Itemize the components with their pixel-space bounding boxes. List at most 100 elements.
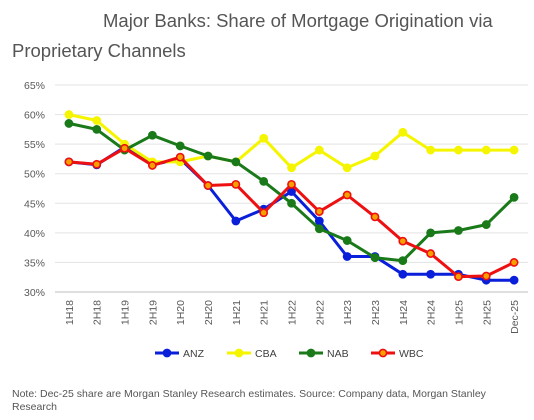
data-point	[314, 216, 324, 226]
legend-swatch-marker	[234, 348, 244, 358]
x-axis-tick-labels: 1H18 2H18 1H19 2H19 1H20 2H20 1H21 2H21 1H22 2H22…	[64, 300, 521, 334]
series-line-cba	[68, 113, 515, 170]
y-tick-label: 65%	[24, 80, 45, 92]
chart-title-line-1: Major Banks: Share of Mortgage Originati…	[103, 10, 493, 31]
data-point	[398, 269, 408, 279]
data-point	[147, 161, 157, 170]
data-point	[64, 119, 74, 128]
data-point	[342, 190, 352, 200]
x-tick-label: 1H25	[453, 300, 465, 325]
legend-swatch-marker	[162, 348, 172, 358]
y-axis-tick-labels: 65% 60% 55% 50% 45% 40% 35% 30%	[24, 80, 45, 299]
y-tick-label: 50%	[24, 169, 45, 181]
footnote: Note: Dec-25 share are Morgan Stanley Re…	[12, 388, 486, 413]
y-tick-label: 35%	[24, 257, 45, 269]
chart-title-line-2: Proprietary Channels	[12, 40, 186, 61]
data-point	[64, 157, 74, 167]
data-point	[175, 152, 185, 162]
legend-label: WBC	[399, 348, 424, 360]
x-tick-label: 2H18	[92, 300, 104, 325]
x-tick-label: Dec-25	[509, 300, 521, 334]
data-point	[426, 269, 436, 279]
data-point	[454, 272, 463, 282]
legend-swatch-marker	[378, 348, 388, 358]
legend-swatch-marker	[306, 348, 316, 358]
x-tick-label: 2H23	[370, 300, 382, 325]
data-point	[398, 127, 408, 137]
data-point	[259, 133, 269, 143]
data-point	[231, 157, 241, 167]
data-point	[203, 151, 213, 161]
data-point	[147, 130, 157, 140]
data-point	[509, 275, 519, 285]
data-point	[426, 249, 436, 258]
legend-label: NAB	[327, 348, 349, 360]
data-point	[426, 228, 436, 238]
data-point	[342, 163, 352, 173]
data-point	[509, 258, 519, 267]
data-point	[287, 198, 296, 208]
legend-item-wbc: WBC	[371, 348, 424, 360]
x-tick-label: 2H25	[481, 300, 493, 325]
data-point	[92, 124, 102, 134]
data-point	[175, 141, 185, 151]
data-point	[203, 181, 213, 190]
x-tick-label: 1H23	[342, 300, 354, 325]
legend-item-nab: NAB	[299, 348, 349, 360]
data-point	[370, 151, 380, 161]
x-tick-label: 2H20	[203, 300, 215, 325]
legend-label: ANZ	[183, 348, 205, 360]
data-point	[314, 224, 324, 234]
x-tick-label: 1H21	[231, 300, 243, 325]
y-tick-label: 55%	[24, 139, 45, 151]
data-point	[370, 253, 380, 263]
x-tick-label: 1H18	[64, 300, 76, 325]
series-cba	[64, 110, 519, 173]
data-point	[509, 145, 519, 155]
x-tick-label: 2H19	[147, 300, 159, 325]
y-tick-label: 40%	[24, 228, 45, 240]
y-tick-label: 60%	[24, 110, 45, 122]
data-point	[342, 236, 352, 245]
data-point	[287, 163, 296, 173]
x-tick-label: 1H22	[287, 300, 299, 325]
data-point	[92, 159, 102, 169]
data-point	[287, 179, 296, 189]
x-tick-label: 1H20	[175, 300, 187, 325]
data-point	[231, 216, 241, 226]
data-point	[259, 177, 269, 186]
data-point	[454, 226, 463, 235]
data-point	[314, 145, 324, 155]
data-point	[259, 208, 269, 218]
data-point	[509, 192, 519, 202]
data-point	[370, 212, 380, 222]
series-wbc	[64, 143, 519, 282]
data-point	[398, 256, 408, 266]
x-tick-label: 1H24	[398, 300, 410, 325]
x-tick-label: 2H24	[426, 300, 438, 325]
y-tick-label: 45%	[24, 198, 45, 210]
data-point	[342, 252, 352, 261]
legend-item-cba: CBA	[227, 348, 277, 360]
data-point	[481, 220, 491, 229]
data-point	[426, 145, 436, 155]
data-point	[454, 145, 463, 155]
data-point	[120, 143, 129, 153]
chart-title: Major Banks: Share of Mortgage Originati…	[0, 6, 534, 66]
legend-label: CBA	[255, 348, 277, 360]
data-point	[398, 236, 408, 246]
data-point	[481, 271, 491, 281]
data-point	[314, 207, 324, 216]
y-tick-label: 30%	[24, 287, 45, 299]
line-chart: 65% 60% 55% 50% 45% 40% 35% 30% 1H18 2H18 1H19 2H1…	[24, 80, 528, 360]
data-point	[64, 110, 74, 119]
legend-item-anz: ANZ	[155, 348, 205, 360]
data-point	[481, 145, 491, 155]
data-point	[231, 179, 241, 189]
x-tick-label: 2H22	[314, 300, 326, 325]
legend: ANZ CBA NAB WBC	[155, 348, 424, 360]
data-point	[92, 116, 102, 125]
series-lines	[64, 110, 519, 285]
series-nab	[64, 119, 519, 266]
x-tick-label: 2H21	[259, 300, 271, 325]
